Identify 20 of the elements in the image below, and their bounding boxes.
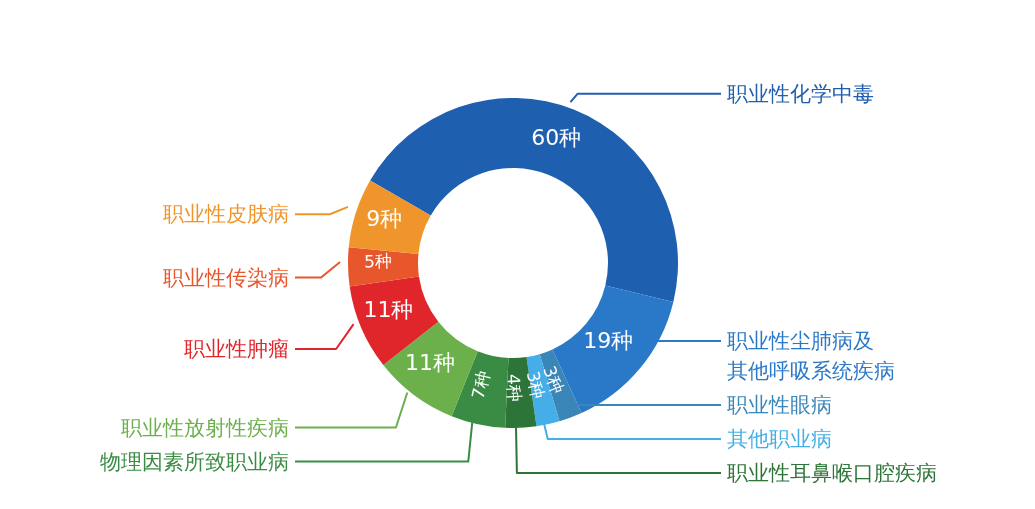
- slice-label: 职业性皮肤病: [163, 202, 289, 227]
- donut-slice: [348, 247, 419, 287]
- slice-label: 职业性尘肺病及其他呼吸系统疾病: [727, 329, 895, 383]
- slice-label: 职业性化学中毒: [727, 81, 874, 106]
- data-label: 19种: [583, 328, 634, 354]
- data-label: 4种: [503, 373, 525, 403]
- slice-label: 其他职业病: [727, 427, 832, 451]
- data-label: 7种: [467, 369, 494, 401]
- donut-slice: [348, 180, 431, 254]
- slice-label: 职业性传染病: [163, 265, 289, 290]
- data-label: 9种: [366, 205, 403, 231]
- slice-label: 职业性眼病: [727, 393, 832, 417]
- slice-label: 物理因素所致职业病: [100, 449, 289, 474]
- slice-label: 职业性放射性疾病: [121, 415, 289, 440]
- slice-label: 职业性肿瘤: [184, 336, 289, 361]
- slice-label: 职业性耳鼻喉口腔疾病: [727, 461, 937, 485]
- data-label: 60种: [531, 124, 582, 150]
- data-label: 11种: [405, 349, 456, 375]
- data-label: 11种: [363, 296, 414, 322]
- data-label: 5种: [363, 250, 393, 272]
